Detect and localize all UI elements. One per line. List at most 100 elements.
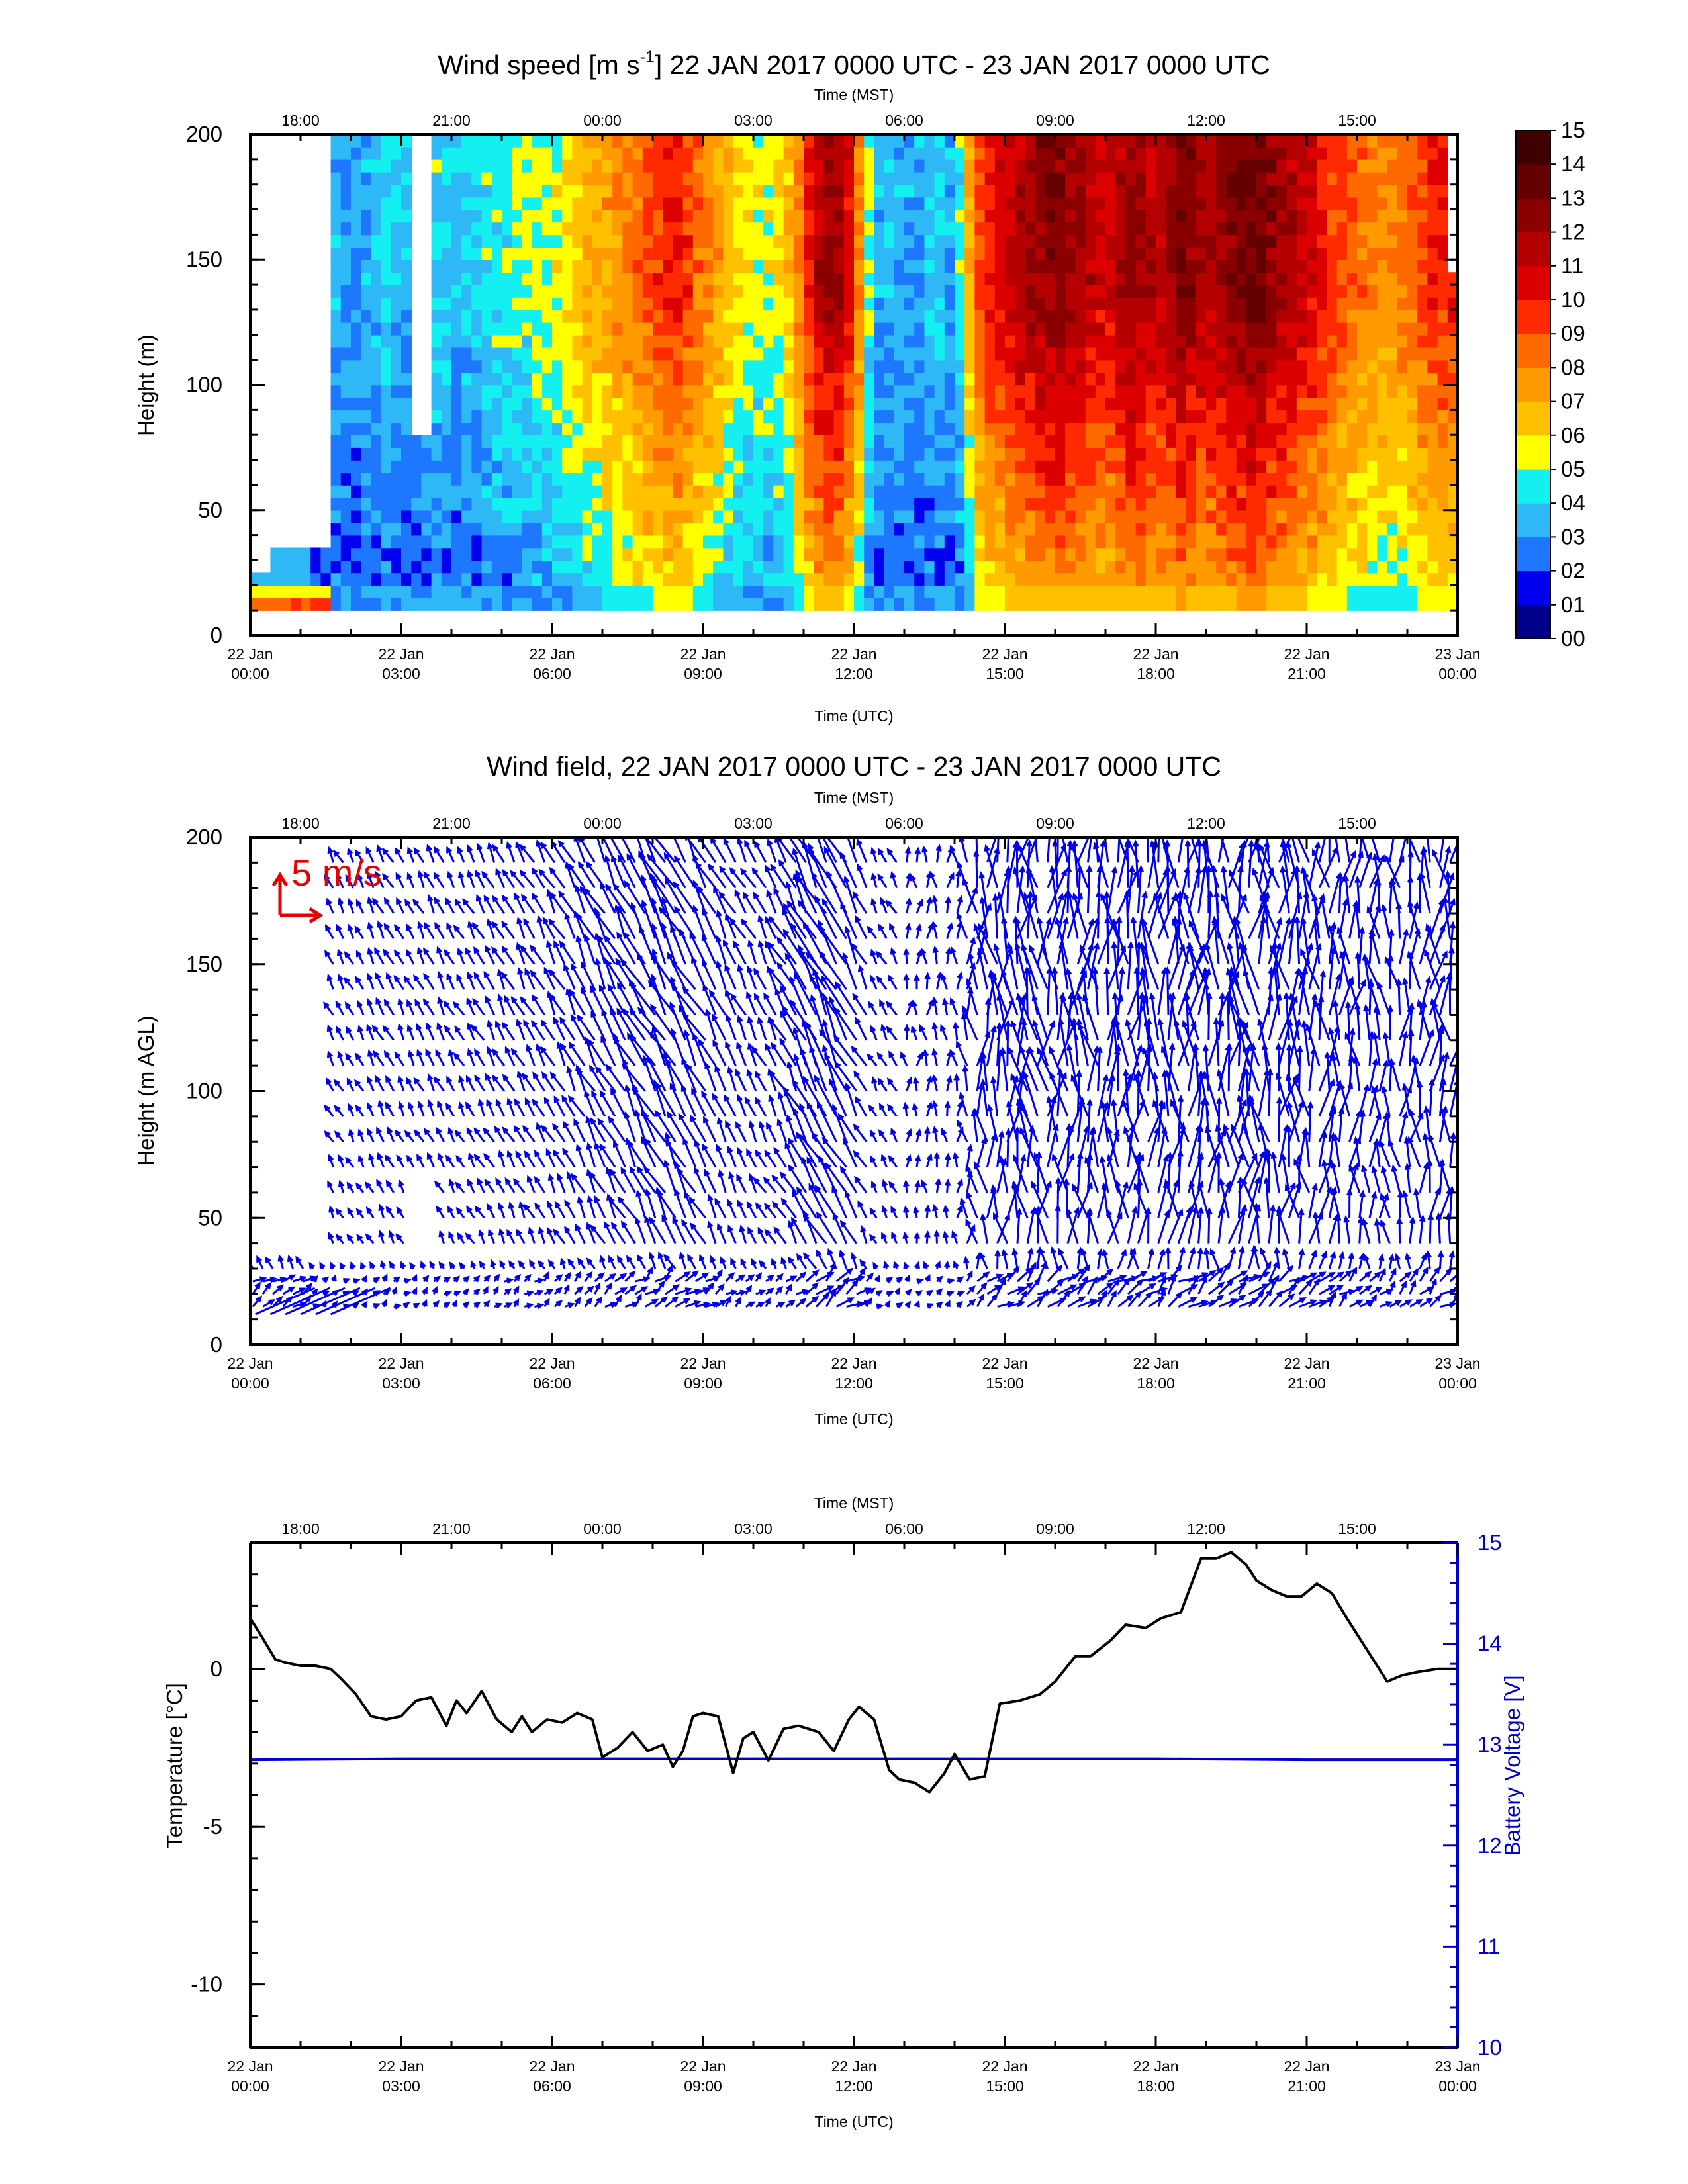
colorbar-label: 08 bbox=[1561, 355, 1585, 379]
speed-cell bbox=[1166, 234, 1177, 248]
speed-cell bbox=[814, 547, 825, 561]
speed-cell bbox=[1286, 372, 1297, 386]
speed-cell bbox=[411, 510, 422, 523]
speed-cell bbox=[1387, 422, 1398, 435]
speed-cell bbox=[381, 134, 392, 148]
speed-cell bbox=[1196, 347, 1207, 361]
speed-cell bbox=[552, 535, 563, 549]
speed-cell bbox=[924, 372, 935, 386]
speed-cell bbox=[1105, 572, 1116, 586]
speed-cell bbox=[552, 447, 563, 461]
speed-cell bbox=[1125, 535, 1137, 549]
speed-cell bbox=[713, 322, 724, 336]
speed-cell bbox=[1407, 497, 1418, 511]
speed-cell bbox=[894, 222, 905, 236]
speed-cell bbox=[1437, 410, 1448, 424]
speed-cell bbox=[572, 359, 583, 373]
speed-cell bbox=[1387, 334, 1398, 348]
speed-cell bbox=[914, 522, 925, 536]
speed-cell bbox=[391, 372, 402, 386]
speed-cell bbox=[1216, 397, 1227, 411]
speed-cell bbox=[1387, 572, 1398, 586]
speed-cell bbox=[1055, 473, 1066, 486]
speed-cell bbox=[431, 560, 442, 574]
colorbar-level bbox=[1516, 265, 1550, 300]
speed-cell bbox=[1186, 560, 1197, 574]
speed-cell bbox=[1125, 247, 1137, 260]
speed-cell bbox=[874, 447, 885, 461]
speed-cell bbox=[572, 422, 583, 435]
wind-vector bbox=[501, 920, 516, 940]
speed-cell bbox=[843, 397, 855, 411]
speed-cell bbox=[502, 209, 512, 223]
speed-cell bbox=[1055, 347, 1066, 361]
speed-cell bbox=[1367, 397, 1378, 411]
speed-cell bbox=[592, 460, 603, 473]
speed-cell bbox=[894, 572, 905, 586]
speed-cell bbox=[632, 397, 643, 411]
speed-cell bbox=[833, 347, 845, 361]
wind-vector bbox=[506, 841, 516, 863]
speed-cell bbox=[1437, 484, 1448, 498]
speed-cell bbox=[1085, 159, 1096, 173]
speed-cell bbox=[371, 272, 382, 285]
speed-cell bbox=[411, 572, 422, 586]
speed-cell bbox=[814, 234, 825, 248]
speed-cell bbox=[1166, 484, 1177, 498]
speed-cell bbox=[763, 197, 774, 210]
speed-cell bbox=[964, 385, 976, 398]
speed-cell bbox=[823, 146, 835, 160]
speed-cell bbox=[994, 598, 1006, 611]
speed-cell bbox=[914, 309, 925, 323]
speed-cell bbox=[663, 397, 674, 411]
speed-cell bbox=[612, 247, 624, 260]
speed-cell bbox=[823, 435, 835, 448]
speed-cell bbox=[692, 372, 704, 386]
speed-cell bbox=[1327, 347, 1338, 361]
wind-vector bbox=[506, 1228, 516, 1244]
wind-vector bbox=[416, 1153, 425, 1168]
speed-cell bbox=[793, 397, 804, 411]
speed-cell bbox=[330, 159, 342, 173]
wind-vector bbox=[366, 1101, 375, 1117]
speed-cell bbox=[1176, 184, 1187, 198]
speed-cell bbox=[1246, 197, 1257, 210]
speed-cell bbox=[843, 385, 855, 398]
speed-cell bbox=[330, 184, 342, 198]
speed-cell bbox=[663, 547, 674, 561]
speed-cell bbox=[1317, 347, 1328, 361]
speed-cell bbox=[1307, 297, 1317, 310]
speed-cell bbox=[1115, 347, 1127, 361]
speed-cell bbox=[1105, 473, 1116, 486]
speed-cell bbox=[562, 159, 573, 173]
speed-cell bbox=[924, 560, 935, 574]
speed-cell bbox=[612, 447, 624, 461]
speed-cell bbox=[471, 522, 483, 536]
speed-cell bbox=[541, 473, 553, 486]
speed-cell bbox=[1458, 347, 1468, 361]
speed-cell bbox=[944, 322, 955, 336]
speed-cell bbox=[823, 247, 835, 260]
wind-vector bbox=[510, 996, 526, 1016]
speed-cell bbox=[541, 460, 553, 473]
speed-cell bbox=[874, 572, 885, 586]
speed-cell bbox=[371, 322, 382, 336]
wind-vector bbox=[472, 997, 485, 1016]
speed-cell bbox=[351, 510, 361, 523]
speed-cell bbox=[1196, 322, 1207, 336]
speed-cell bbox=[391, 334, 402, 348]
speed-cell bbox=[843, 234, 855, 248]
speed-cell bbox=[391, 197, 402, 210]
speed-cell bbox=[1075, 222, 1086, 236]
speed-cell bbox=[481, 585, 492, 598]
speed-cell bbox=[1387, 259, 1398, 273]
speed-cell bbox=[1156, 435, 1166, 448]
wind-vector bbox=[479, 1260, 486, 1269]
speed-cell bbox=[904, 460, 915, 473]
speed-cell bbox=[814, 247, 825, 260]
speed-cell bbox=[1296, 473, 1307, 486]
speed-cell bbox=[612, 334, 624, 348]
speed-cell bbox=[602, 598, 613, 611]
speed-cell bbox=[1286, 535, 1297, 549]
speed-cell bbox=[512, 522, 523, 536]
